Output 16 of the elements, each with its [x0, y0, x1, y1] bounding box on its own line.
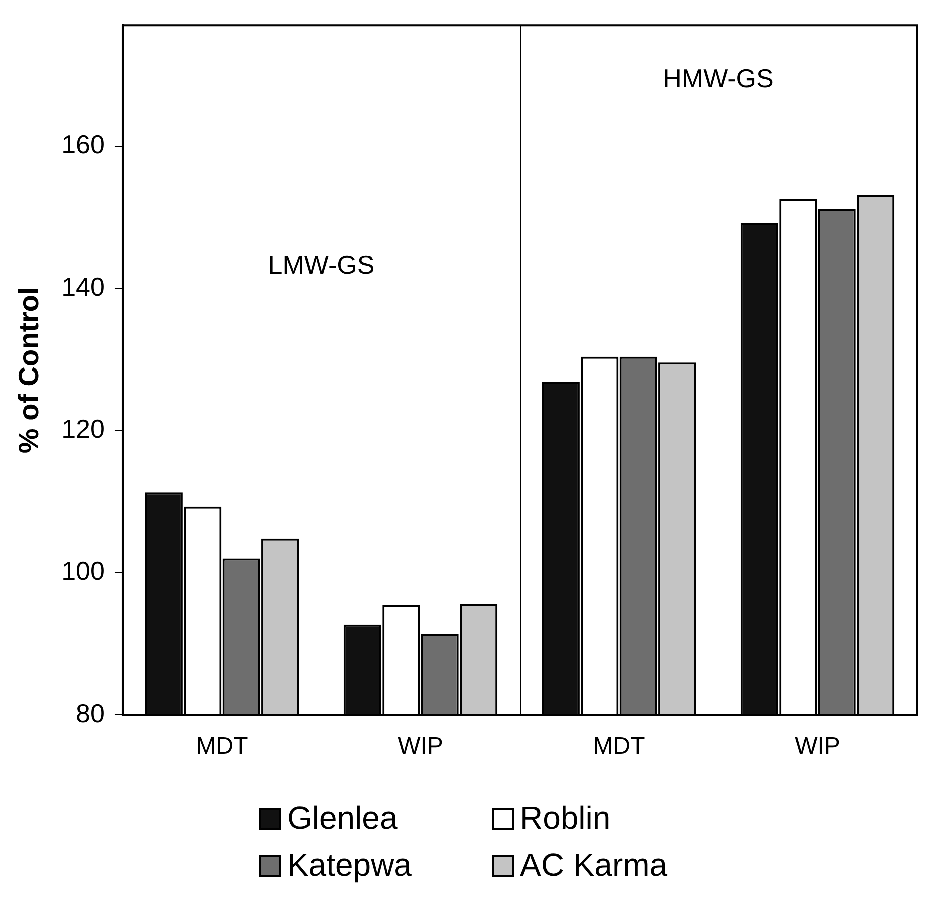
series-label: Roblin — [520, 800, 611, 837]
y-tick-label: 160 — [62, 130, 105, 160]
y-tick-label: 80 — [76, 698, 105, 728]
x-tick-label: MDT — [196, 733, 249, 760]
y-tick-label: 140 — [62, 272, 105, 302]
y-tick-label: 120 — [62, 414, 105, 444]
annotation: LMW-GS — [268, 250, 375, 280]
x-tick-label: WIP — [795, 733, 840, 760]
x-tick-label: MDT — [593, 733, 646, 760]
x-tick-label: WIP — [398, 733, 444, 760]
y-axis-title: % of Control — [14, 287, 45, 454]
legend-label: Glenlea — [287, 800, 398, 837]
legend-label: Katepwa — [287, 847, 412, 884]
legend-label: AC Karma — [520, 847, 668, 884]
y-tick-label: 100 — [62, 556, 105, 586]
annotation: HMW-GS — [663, 64, 774, 94]
